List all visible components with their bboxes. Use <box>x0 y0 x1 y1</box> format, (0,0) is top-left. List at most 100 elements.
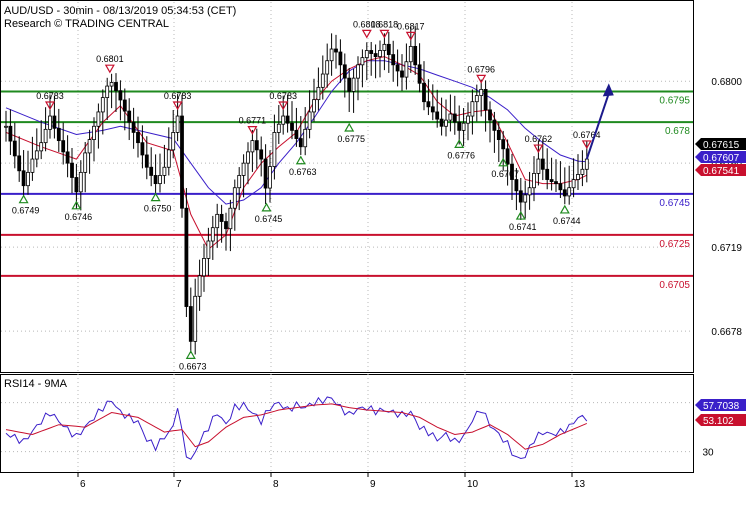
x-tick-label: 10 <box>467 479 479 490</box>
trough-label: 0.6763 <box>289 167 317 177</box>
peak-markers: 0.6749 0.6783 0.6746 0.6801 0.6750 0.6783 0.66… <box>12 19 601 371</box>
ma-slow-polyline <box>5 60 587 205</box>
candle-body <box>373 53 378 58</box>
candle-body <box>78 171 83 193</box>
candle-body <box>215 213 220 229</box>
y-tick-label: 0.6719 <box>711 243 742 254</box>
candle-body <box>232 187 237 209</box>
candle-body <box>540 158 545 170</box>
candle-body <box>70 162 74 178</box>
rsi-lines <box>5 396 588 460</box>
resistance-marker <box>172 101 183 111</box>
candle-body <box>510 163 514 180</box>
forecast-arrow <box>585 83 614 160</box>
candle-body <box>276 123 281 133</box>
support-marker <box>515 210 526 220</box>
candle-body <box>404 61 409 78</box>
forecast-arrow-head <box>602 83 614 97</box>
candle-body <box>96 111 101 127</box>
candle-body <box>518 190 523 203</box>
price-badge-bg <box>695 164 746 176</box>
candle-body <box>571 179 576 189</box>
resistance-marker <box>379 29 390 39</box>
candle-body <box>109 82 114 87</box>
candle-body <box>532 172 536 189</box>
candle-body <box>360 57 365 66</box>
candle-body <box>136 132 140 144</box>
peak-label: 0.6764 <box>573 130 601 140</box>
candle-body <box>351 77 356 92</box>
candle-body <box>206 240 211 259</box>
candle-body <box>580 168 585 175</box>
candle-body <box>188 306 193 342</box>
candle-body <box>114 82 118 92</box>
rsi-badge-bg <box>695 414 746 426</box>
level-label: 0.678 <box>665 126 690 137</box>
rsi-panel-frame <box>0 374 694 473</box>
candle-body <box>325 60 330 75</box>
candle-body <box>492 119 497 131</box>
support-marker <box>185 350 196 359</box>
candle-body <box>312 99 316 113</box>
candle-body <box>184 207 189 307</box>
peak-label: 0.6801 <box>96 54 124 64</box>
candle-body <box>505 148 510 165</box>
candle-body <box>307 111 312 130</box>
peak-label: 0.6783 <box>36 91 64 101</box>
candle-body <box>386 43 391 55</box>
peak-label: 0.6796 <box>467 64 495 74</box>
x-tick-label: 9 <box>370 479 376 490</box>
level-lines: 0.6795 0.678 0.6745 0.6725 0.6705 <box>1 90 693 291</box>
candle-body <box>545 168 550 180</box>
chart-subtitle: Research © TRADING CENTRAL <box>4 18 169 30</box>
candle-body <box>228 207 233 230</box>
y-tick-label: 0.6678 <box>711 327 742 338</box>
candle-body <box>364 50 369 59</box>
level-label: 0.6795 <box>659 95 690 106</box>
candle-body <box>166 149 171 168</box>
resistance-marker <box>581 140 592 150</box>
candle-body <box>193 295 198 342</box>
candle-body <box>523 194 528 203</box>
candle-body <box>4 125 8 128</box>
candle-body <box>584 158 589 170</box>
support-marker <box>344 122 355 132</box>
resistance-marker <box>278 101 289 111</box>
candle-body <box>395 64 400 72</box>
candle-body <box>567 187 572 197</box>
price-bars <box>4 25 589 355</box>
rsi-title: RSI14 - 9MA <box>4 378 68 390</box>
candle-body <box>254 140 259 151</box>
trough-label: 0.6745 <box>255 214 283 224</box>
candle-body <box>285 115 290 124</box>
x-tick-label: 8 <box>273 479 279 490</box>
candle-body <box>180 115 184 209</box>
x-tick-label: 6 <box>80 479 86 490</box>
x-tick-label: 7 <box>176 479 182 490</box>
candle-body <box>162 166 167 176</box>
candle-body <box>26 171 30 187</box>
candle-body <box>417 64 422 84</box>
peak-label: 0.6783 <box>164 91 192 101</box>
candle-body <box>34 150 39 160</box>
support-marker <box>559 204 570 214</box>
candle-body <box>391 54 396 66</box>
peak-label: 0.6771 <box>239 116 267 126</box>
support-marker <box>18 194 29 204</box>
candle-body <box>527 187 532 196</box>
candle-body <box>92 125 96 140</box>
level-label: 0.6705 <box>659 280 690 291</box>
candle-body <box>48 115 52 130</box>
candle-body <box>43 128 48 144</box>
candle-body <box>246 151 250 164</box>
candle-body <box>210 227 215 242</box>
rsi-badge-bg <box>695 399 746 411</box>
candle-body <box>334 48 338 53</box>
candle-body <box>536 158 541 174</box>
resistance-marker <box>247 126 258 135</box>
chart-title: AUD/USD - 30min - 08/13/2019 05:34:53 (C… <box>4 5 236 17</box>
candle-body <box>290 122 294 131</box>
candle-body <box>320 73 325 88</box>
candle-body <box>268 166 272 189</box>
